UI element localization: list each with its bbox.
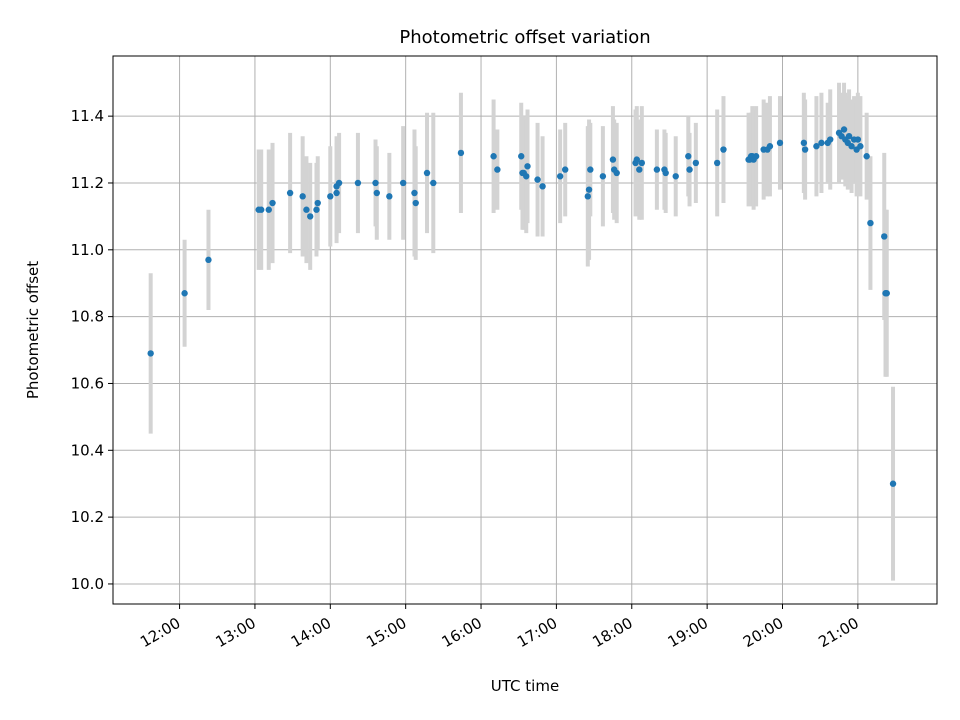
data-point (258, 206, 265, 213)
data-point (854, 136, 862, 143)
data-point (205, 256, 212, 264)
data-point (354, 179, 362, 187)
y-tick-label: 11.4 (71, 107, 104, 125)
data-point (494, 166, 501, 173)
data-point (863, 153, 870, 160)
data-point (867, 219, 874, 227)
data-point (457, 149, 465, 157)
y-tick-label: 10.2 (71, 508, 104, 526)
data-point (584, 193, 592, 200)
data-point (147, 350, 154, 357)
data-point (373, 189, 380, 197)
plot-frame (112, 55, 938, 605)
data-point (599, 173, 607, 180)
data-point (685, 153, 692, 160)
data-point (752, 153, 760, 160)
y-tick-label: 10.4 (71, 441, 104, 459)
data-point (490, 153, 497, 160)
data-point (307, 213, 314, 220)
data-point (372, 179, 379, 187)
data-points (147, 126, 897, 487)
data-point (881, 233, 888, 240)
data-point (523, 173, 530, 180)
y-tick-label: 10.0 (71, 575, 104, 593)
data-point (561, 166, 569, 173)
x-axis-label: UTC time (491, 677, 559, 695)
data-point (692, 159, 700, 167)
data-point (672, 173, 679, 180)
data-point (518, 153, 525, 160)
data-point (857, 143, 864, 150)
data-point (412, 199, 419, 207)
data-point (720, 146, 727, 153)
data-point (633, 156, 640, 163)
data-point (776, 139, 784, 147)
y-axis-label: Photometric offset (24, 261, 42, 399)
data-point (609, 156, 617, 163)
y-tick-label: 11.0 (71, 241, 104, 259)
y-axis-ticks: 10.0 10.2 10.4 10.6 10.8 11.0 11.2 11.4 (71, 107, 113, 593)
data-point (883, 290, 890, 297)
data-point (327, 193, 334, 200)
data-point (800, 139, 808, 147)
data-point (653, 166, 661, 173)
data-point (314, 199, 321, 207)
data-point (813, 143, 820, 150)
data-point (399, 179, 407, 187)
data-point (848, 143, 855, 150)
chart-title: Photometric offset variation (399, 27, 650, 48)
data-point (181, 290, 188, 297)
data-point (556, 173, 564, 180)
data-point (889, 480, 897, 487)
data-point (818, 139, 825, 147)
data-point (333, 189, 340, 197)
data-point (766, 143, 774, 150)
data-point (801, 146, 809, 153)
y-tick-label: 10.8 (71, 308, 104, 326)
data-point (662, 169, 669, 177)
data-point (430, 179, 437, 187)
data-point (265, 206, 272, 213)
data-point (638, 159, 646, 167)
data-point (286, 189, 294, 197)
data-point (686, 166, 693, 173)
data-point (840, 126, 848, 133)
data-point (534, 176, 541, 183)
y-tick-label: 10.6 (71, 374, 104, 392)
data-point (411, 189, 418, 197)
y-tick-label: 11.2 (71, 174, 104, 192)
data-point (827, 136, 834, 143)
data-point (524, 163, 531, 170)
data-point (636, 166, 643, 173)
data-point (269, 199, 276, 207)
data-point (845, 132, 853, 140)
data-point (313, 206, 320, 213)
data-point (335, 179, 343, 187)
data-point (585, 186, 593, 193)
data-point (423, 169, 431, 177)
data-point (386, 193, 393, 200)
data-point (613, 169, 620, 177)
data-point (303, 206, 310, 213)
data-point (539, 183, 546, 190)
data-point (587, 166, 594, 173)
data-point (713, 159, 721, 167)
data-point (299, 193, 306, 200)
